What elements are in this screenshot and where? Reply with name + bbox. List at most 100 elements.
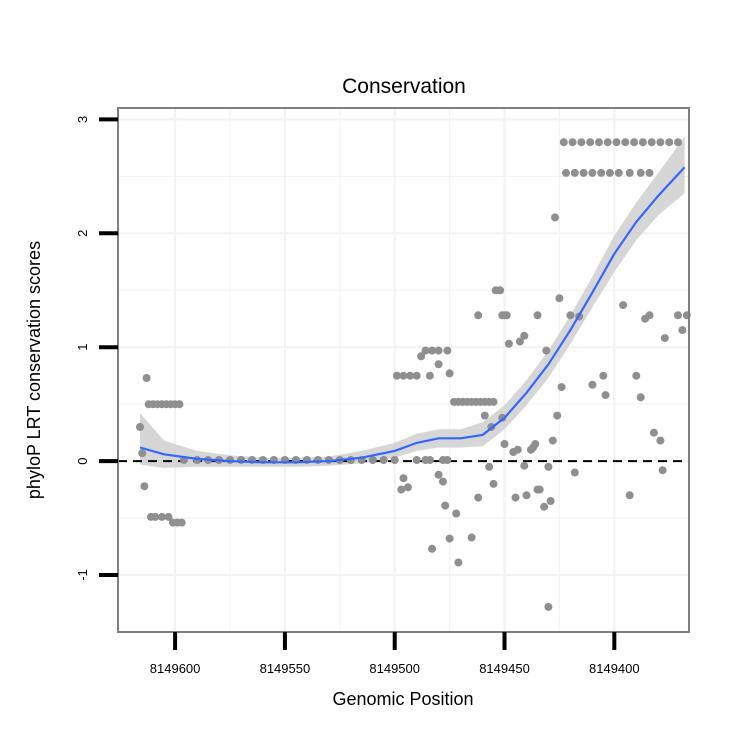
data-point xyxy=(656,436,665,445)
data-point xyxy=(588,380,597,389)
data-point xyxy=(570,468,579,477)
data-point xyxy=(515,337,524,346)
data-point xyxy=(544,462,553,471)
y-tick-label: 1 xyxy=(75,344,90,351)
data-point xyxy=(434,470,443,479)
y-tick-label: 2 xyxy=(75,230,90,237)
data-point xyxy=(467,533,476,542)
data-point xyxy=(625,491,634,500)
data-point xyxy=(544,602,553,611)
data-point xyxy=(434,346,443,355)
data-point xyxy=(439,477,447,486)
data-point xyxy=(445,369,454,378)
data-point xyxy=(489,397,498,406)
data-point xyxy=(548,436,557,445)
data-point xyxy=(601,391,610,400)
x-axis-title: Genomic Position xyxy=(332,689,473,709)
data-point xyxy=(445,534,454,543)
data-point xyxy=(614,168,623,177)
data-point xyxy=(645,311,654,320)
data-point xyxy=(417,352,426,361)
data-point xyxy=(555,294,564,303)
data-point xyxy=(557,383,566,392)
points-layer xyxy=(136,138,691,611)
data-point xyxy=(428,544,437,553)
data-point xyxy=(660,334,669,343)
data-point xyxy=(645,168,654,177)
data-point xyxy=(425,456,434,464)
data-point xyxy=(595,138,603,147)
data-point xyxy=(403,483,412,492)
data-point xyxy=(597,168,606,177)
data-point xyxy=(568,138,577,147)
data-point xyxy=(504,339,513,348)
data-point xyxy=(603,138,612,147)
data-point xyxy=(619,301,628,310)
data-point xyxy=(621,138,630,147)
data-point xyxy=(570,168,579,177)
data-point xyxy=(397,485,406,494)
data-point xyxy=(553,411,562,420)
data-point xyxy=(674,311,682,320)
chart-title: Conservation xyxy=(342,75,466,98)
data-point xyxy=(577,138,586,147)
data-point xyxy=(496,286,505,295)
data-point xyxy=(522,491,531,500)
x-tick-label: 8149600 xyxy=(150,661,201,676)
data-point xyxy=(520,461,529,470)
data-point xyxy=(586,138,595,147)
x-tick-label: 8149450 xyxy=(479,661,530,676)
data-point xyxy=(542,346,551,355)
data-point xyxy=(535,485,544,494)
data-point xyxy=(412,371,421,380)
data-point xyxy=(425,371,434,380)
data-point xyxy=(434,360,443,369)
data-point xyxy=(636,168,645,177)
data-point xyxy=(454,558,463,567)
data-point xyxy=(392,371,401,380)
y-axis-title: phyloP LRT conservation scores xyxy=(24,241,44,499)
data-point xyxy=(513,445,522,454)
smooth-curve-layer xyxy=(139,166,686,464)
x-tick-label: 8149500 xyxy=(369,661,420,676)
data-point xyxy=(605,168,614,177)
data-point xyxy=(412,456,421,464)
data-point xyxy=(379,456,388,464)
y-tick-label: -1 xyxy=(75,569,90,581)
data-point xyxy=(665,138,674,147)
data-point xyxy=(421,346,430,355)
data-point xyxy=(452,509,461,518)
data-point xyxy=(164,512,173,521)
data-point xyxy=(566,311,575,320)
data-point xyxy=(140,482,149,491)
data-point xyxy=(177,518,186,527)
x-tick-label: 8149550 xyxy=(260,661,311,676)
panel-border xyxy=(117,107,690,633)
data-point xyxy=(649,428,658,437)
data-point xyxy=(237,456,245,464)
data-point xyxy=(636,393,645,402)
data-point xyxy=(520,331,529,340)
data-point xyxy=(157,512,166,521)
data-point xyxy=(500,440,509,448)
data-point xyxy=(474,311,483,320)
data-point xyxy=(399,371,408,380)
data-point xyxy=(588,168,597,177)
data-point xyxy=(485,462,494,471)
data-point xyxy=(678,326,687,335)
data-point xyxy=(138,449,147,458)
data-point xyxy=(151,512,160,521)
y-axis: -1 0 1 2 3 xyxy=(75,116,118,581)
y-tick-label: 3 xyxy=(75,116,90,123)
grid xyxy=(118,108,689,632)
data-point xyxy=(674,138,682,147)
data-point xyxy=(474,493,483,502)
data-point xyxy=(313,456,322,464)
data-point xyxy=(658,466,667,475)
data-point xyxy=(656,138,665,147)
data-point xyxy=(540,502,549,511)
data-point xyxy=(551,213,559,222)
data-point xyxy=(136,423,144,431)
data-point xyxy=(399,474,408,483)
